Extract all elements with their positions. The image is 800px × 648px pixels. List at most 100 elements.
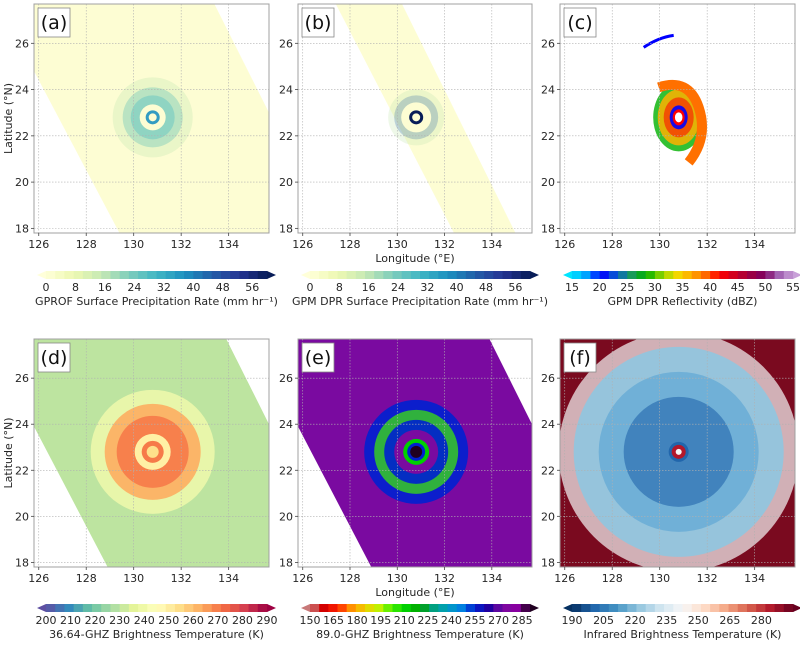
storm-ring [410,445,423,458]
colorbar-segment [401,604,412,612]
colorbar-segment [783,271,794,279]
x-tick-label: 126 [292,572,313,585]
panel-label-box [301,342,335,373]
colorbar-segment [383,604,393,612]
y-tick-label: 18 [15,222,29,235]
colorbar-segment [475,604,485,612]
colorbar-segment [55,604,65,612]
colorbar-extend-max [530,604,539,612]
axes-frame [33,338,270,568]
colorbar-segment [193,604,204,612]
storm-ring [412,113,421,122]
colorbar-segment [618,271,628,279]
colorbar-segment [728,271,739,279]
y-tick-label: 20 [541,510,555,523]
colorbar-segment [654,604,665,612]
colorbar-segment [746,271,757,279]
panel-a: 126 128 130 132 134 18 20 22 24 26 Latitude (°N) (a… [2,3,278,308]
colorbar-tick-label: 32 [157,281,171,294]
colorbar-tick-label: 180 [347,614,368,627]
colorbar-segment [138,271,148,279]
x-tick-label: 132 [434,238,455,251]
colorbar-extend-max [267,604,276,612]
colorbar-tick-label: 56 [508,281,522,294]
panel-label-box [563,7,597,38]
x-tick-label: 134 [744,238,765,251]
colorbar-tick-label: 40 [450,281,464,294]
colorbar-segment [101,271,111,279]
x-tick-label: 134 [481,238,502,251]
y-tick-label: 24 [15,418,29,431]
panel-e: 126 128 130 132 134 18 20 22 24 26 Longitude (°E) (… [279,338,539,641]
colorbar-segment [211,271,222,279]
y-axis-label: Latitude (°N) [2,83,15,154]
colorbar-tick-label: 20 [593,281,607,294]
colorbar-segment [765,604,776,612]
colorbar-segment [193,271,204,279]
x-tick-label: 134 [218,572,239,585]
colorbar-segment [420,604,430,612]
colorbar-segment [374,604,384,612]
colorbar-segment [82,604,93,612]
y-tick-label: 18 [541,222,555,235]
panel-c: 126 128 130 132 134 18 20 22 24 26 (c) 15 20 25 30 35 40… [541,3,800,308]
colorbar-segment [627,271,637,279]
colorbar-segment [719,604,730,612]
colorbar-segment [456,604,467,612]
colorbar-segment [420,271,430,279]
colorbar-segment [46,271,56,279]
colorbar-extend-max [530,271,539,279]
colorbar-segment [710,604,720,612]
colorbar-segment [257,271,268,279]
y-tick-label: 26 [15,372,29,385]
colorbar-tick-label: 48 [216,281,230,294]
colorbar-segment [119,271,130,279]
colorbar-segment [728,604,739,612]
colorbar-tick-label: 15 [565,281,579,294]
colorbar-segment [119,604,130,612]
colorbar-segment [346,604,357,612]
colorbar-tick-label: 32 [420,281,434,294]
axes-frame [297,3,533,234]
colorbar-tick-label: 190 [562,614,583,627]
colorbar-segment [92,271,102,279]
colorbar-segment [410,604,421,612]
colorbar-segment [447,604,458,612]
y-tick-label: 18 [279,222,293,235]
colorbar-segment [92,604,102,612]
colorbar-segment [475,271,485,279]
colorbar-segment [599,271,610,279]
colorbar-segment [239,604,250,612]
colorbar-segment [438,604,448,612]
x-tick-label: 130 [649,572,670,585]
colorbar-segment [581,604,591,612]
x-axis-label: Longitude (°E) [375,586,454,599]
colorbar-label: Infrared Brightness Temperature (K) [584,628,782,641]
colorbar-segment [673,604,683,612]
colorbar-segment [590,604,601,612]
colorbar-segment [765,271,776,279]
colorbar-segment [374,271,384,279]
plot-area-e [298,339,532,567]
colorbar-tick-label: 50 [758,281,772,294]
colorbar-tick-label: 205 [593,614,614,627]
y-tick-label: 20 [15,510,29,523]
colorbar-segment [691,271,702,279]
y-tick-label: 24 [279,418,293,431]
y-tick-label: 26 [15,37,29,50]
colorbar-tick-label: 220 [85,614,106,627]
colorbar-segment [645,604,656,612]
colorbar-segment [82,271,93,279]
x-tick-label: 126 [28,572,49,585]
colorbar-segment [310,271,320,279]
y-tick-label: 22 [279,464,293,477]
x-tick-label: 128 [602,238,623,251]
x-tick-label: 132 [434,572,455,585]
plot-area-a [34,4,269,233]
colorbar-segment [383,271,393,279]
axes-frame [559,3,796,234]
colorbar-segment [319,271,329,279]
colorbar-segment [110,271,121,279]
colorbar-segment [447,271,458,279]
